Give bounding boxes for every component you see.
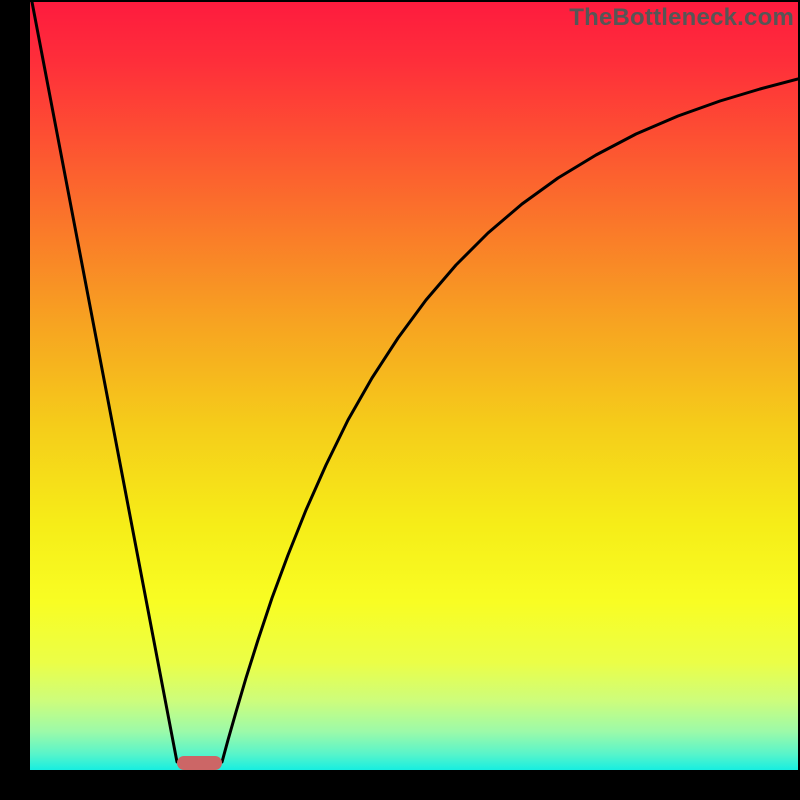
watermark-text: TheBottleneck.com [569,4,794,32]
valley-marker [177,756,222,770]
chart-container: TheBottleneck.com [0,0,800,800]
bottleneck-curve [32,2,798,762]
curve-layer [30,2,798,770]
plot-area [30,2,798,770]
